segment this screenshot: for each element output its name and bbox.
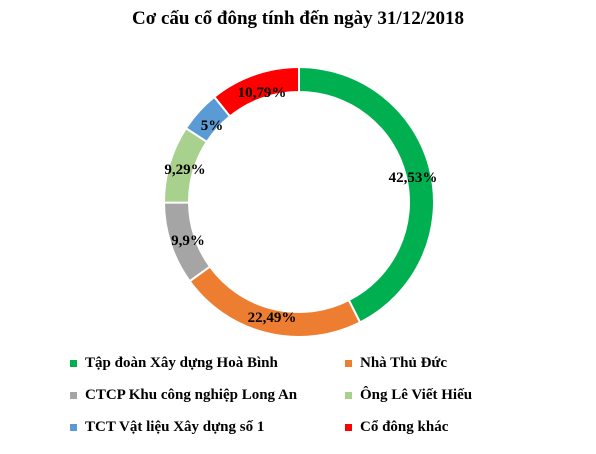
- legend-label: TCT Vật liệu Xây dựng số 1: [85, 419, 265, 435]
- slice-data-label: 22,49%: [248, 310, 297, 326]
- legend-item: Cổ đông khác: [345, 419, 448, 436]
- legend-swatch: [345, 424, 352, 431]
- legend-item: CTCP Khu công nghiệp Long An: [70, 387, 297, 404]
- legend-item: Nhà Thủ Đức: [345, 355, 447, 372]
- legend-swatch: [70, 424, 77, 431]
- legend-swatch: [70, 392, 77, 399]
- slice-data-label: 9,9%: [171, 233, 205, 249]
- legend-label: Ông Lê Viết Hiếu: [360, 387, 473, 403]
- legend-item: TCT Vật liệu Xây dựng số 1: [70, 419, 264, 436]
- slice-data-label: 42,53%: [389, 170, 438, 186]
- slice-data-label: 9,29%: [164, 162, 205, 178]
- legend-swatch: [345, 392, 352, 399]
- legend-label: Cổ đông khác: [360, 419, 449, 435]
- slice-data-label: 5%: [201, 118, 224, 134]
- legend-label: CTCP Khu công nghiệp Long An: [85, 387, 298, 403]
- legend-swatch: [70, 360, 77, 367]
- legend-item: Ông Lê Viết Hiếu: [345, 387, 472, 404]
- legend-label: Nhà Thủ Đức: [360, 355, 448, 371]
- slice-data-label: 10,79%: [238, 85, 287, 101]
- chart-title: Cơ cấu cổ đông tính đến ngày 31/12/2018: [132, 8, 464, 29]
- legend-swatch: [345, 360, 352, 367]
- donut-slice: [298, 65, 435, 324]
- donut-slice: [188, 265, 362, 338]
- donut-slice: [212, 65, 300, 118]
- legend-item: Tập đoàn Xây dựng Hoà Bình: [70, 355, 278, 372]
- legend-label: Tập đoàn Xây dựng Hoà Bình: [85, 355, 278, 371]
